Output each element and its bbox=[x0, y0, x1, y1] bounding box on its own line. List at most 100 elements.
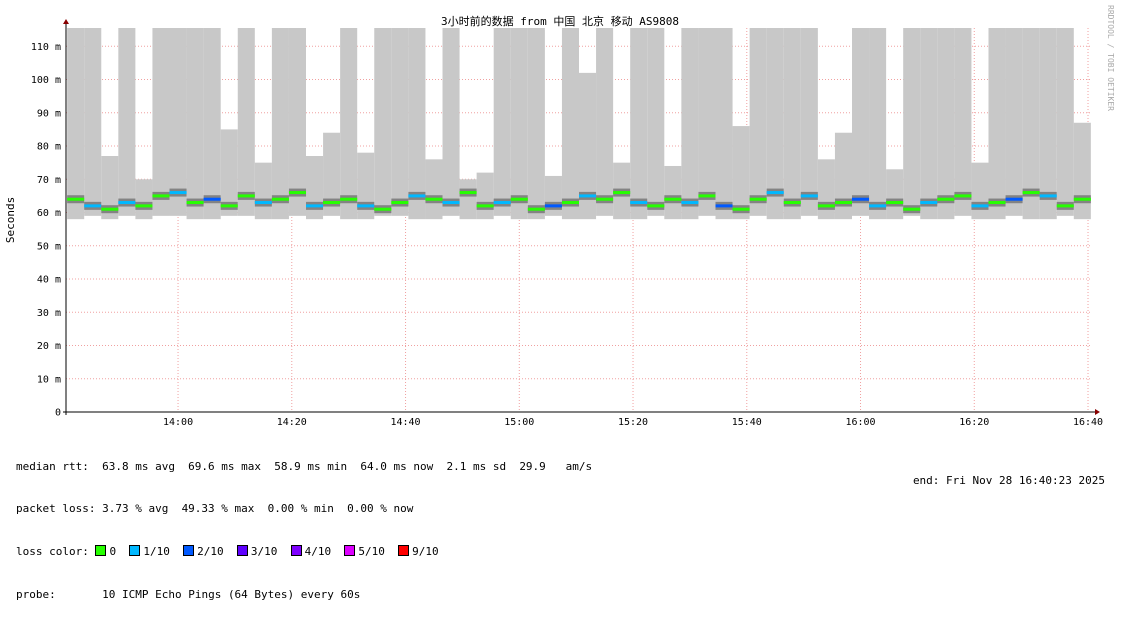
y-tick-label: 0 bbox=[55, 408, 61, 419]
stats-line: packet loss: 3.73 % avg 49.33 % max 0.00… bbox=[16, 502, 414, 516]
y-tick-label: 50 m bbox=[37, 241, 61, 252]
median bbox=[271, 197, 289, 201]
median bbox=[834, 201, 852, 205]
median bbox=[459, 191, 477, 195]
loss-legend-label: 3/10 bbox=[250, 545, 278, 559]
median bbox=[937, 197, 955, 201]
smoke bbox=[851, 28, 870, 216]
smoke bbox=[920, 28, 938, 220]
median bbox=[84, 204, 102, 208]
smoke bbox=[374, 28, 392, 216]
median bbox=[374, 207, 392, 211]
smoke bbox=[169, 28, 187, 216]
probe-label: probe: bbox=[16, 588, 56, 602]
smoke bbox=[288, 28, 307, 216]
loss-label: loss color: bbox=[16, 545, 89, 559]
smoke bbox=[476, 172, 494, 220]
smoke bbox=[664, 165, 682, 220]
loss-legend-label: 4/10 bbox=[304, 545, 332, 559]
smoke bbox=[954, 28, 972, 216]
median bbox=[681, 201, 699, 205]
smoke bbox=[152, 28, 170, 216]
chart-title: 3小时前的数据 from 中国 北京 移动 AS9808 bbox=[441, 14, 679, 28]
median bbox=[954, 194, 972, 198]
smoke bbox=[937, 28, 955, 220]
median bbox=[254, 201, 272, 205]
smoke bbox=[493, 28, 511, 216]
loss-swatch bbox=[183, 545, 195, 557]
y-tick-label: 70 m bbox=[37, 175, 61, 186]
loss-legend-label: 0 bbox=[109, 545, 117, 559]
median bbox=[169, 191, 187, 195]
smoke bbox=[391, 28, 409, 216]
median bbox=[306, 204, 324, 208]
smoke bbox=[1039, 28, 1057, 220]
loss-swatch bbox=[95, 545, 107, 557]
median bbox=[800, 194, 818, 198]
median bbox=[408, 194, 426, 198]
median bbox=[1039, 194, 1057, 198]
smoke bbox=[834, 132, 852, 220]
x-tick-label: 15:40 bbox=[732, 417, 762, 428]
x-tick-label: 16:00 bbox=[845, 417, 875, 428]
smoke bbox=[237, 28, 255, 216]
smoke bbox=[732, 126, 750, 220]
smoke bbox=[988, 28, 1006, 220]
y-tick-label: 100 m bbox=[31, 75, 61, 86]
smoke bbox=[698, 28, 716, 216]
median bbox=[732, 207, 750, 211]
median bbox=[288, 191, 307, 195]
median bbox=[561, 201, 579, 205]
smoke bbox=[817, 159, 835, 220]
y-tick-label: 40 m bbox=[37, 275, 61, 286]
smoke bbox=[459, 179, 477, 220]
smoke bbox=[67, 28, 85, 220]
smoke bbox=[1073, 122, 1091, 220]
smoke bbox=[766, 28, 784, 220]
smoke bbox=[84, 28, 102, 216]
y-tick-label: 90 m bbox=[37, 108, 61, 119]
y-tick-label: 80 m bbox=[37, 142, 61, 153]
median bbox=[1056, 204, 1074, 208]
median bbox=[715, 204, 733, 208]
loss-swatch bbox=[236, 545, 248, 557]
arrow bbox=[63, 19, 69, 24]
smoke bbox=[749, 28, 767, 216]
stats-line: median rtt: 63.8 ms avg 69.6 ms max 58.9… bbox=[16, 459, 593, 473]
x-tick-label: 16:20 bbox=[959, 417, 989, 428]
median bbox=[766, 191, 784, 195]
median bbox=[527, 207, 545, 211]
smoke bbox=[903, 28, 921, 216]
median bbox=[783, 201, 801, 205]
smoke bbox=[783, 28, 801, 220]
smoke bbox=[442, 28, 460, 216]
loss-swatch bbox=[398, 545, 410, 557]
median bbox=[579, 194, 597, 198]
median bbox=[971, 204, 989, 208]
probe-line: probe: 10 ICMP Echo Pings (64 Bytes) eve… bbox=[16, 588, 592, 602]
smoke bbox=[596, 28, 614, 216]
median bbox=[903, 207, 921, 211]
smoke bbox=[135, 179, 153, 220]
loss-legend-label: 2/10 bbox=[197, 545, 224, 559]
median bbox=[664, 197, 682, 201]
x-tick-label: 15:20 bbox=[618, 417, 648, 428]
smoke bbox=[408, 28, 426, 220]
y-tick-label: 60 m bbox=[37, 208, 61, 219]
smoke bbox=[254, 162, 272, 220]
median bbox=[1022, 191, 1040, 195]
loss-swatch bbox=[129, 545, 141, 557]
median bbox=[340, 197, 358, 201]
median bbox=[1005, 197, 1023, 201]
smoke bbox=[425, 159, 443, 220]
smoke bbox=[118, 28, 136, 216]
median bbox=[493, 201, 511, 205]
smoke bbox=[647, 28, 665, 216]
median bbox=[135, 204, 153, 208]
median bbox=[869, 204, 887, 208]
smoke bbox=[1022, 28, 1040, 220]
median bbox=[817, 204, 835, 208]
median bbox=[613, 191, 631, 195]
median bbox=[510, 197, 528, 201]
median bbox=[152, 194, 170, 198]
